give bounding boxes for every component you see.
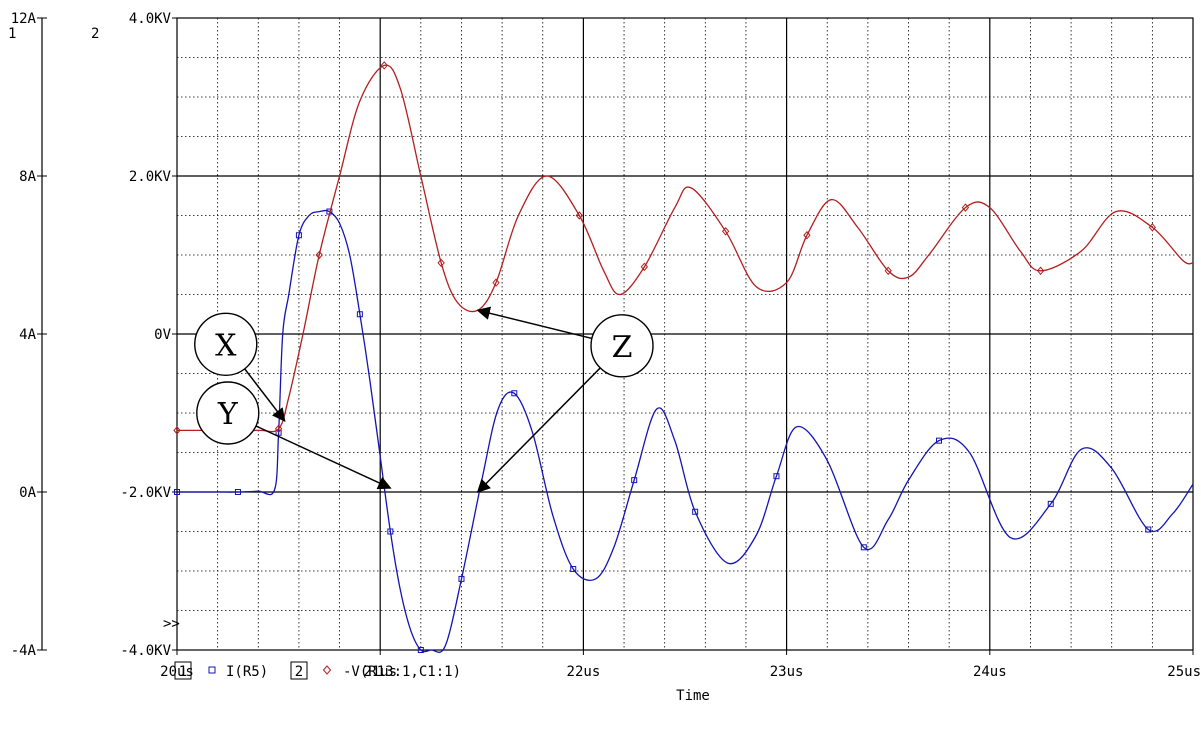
data-point bbox=[692, 508, 699, 515]
axis1-tick-label: 8A bbox=[19, 169, 36, 185]
data-point bbox=[173, 426, 181, 435]
axis2-number: 2 bbox=[91, 26, 99, 42]
data-point bbox=[492, 278, 500, 287]
scroll-marker[interactable]: >> bbox=[163, 616, 180, 632]
data-point bbox=[640, 262, 649, 272]
data-point bbox=[570, 566, 577, 573]
data-point bbox=[1047, 500, 1054, 507]
data-point bbox=[511, 390, 518, 397]
data-point bbox=[274, 424, 283, 434]
axis2-tick-label: -4.0KV bbox=[120, 643, 171, 659]
axis2-tick-label: 0V bbox=[154, 327, 171, 343]
data-point bbox=[1036, 266, 1045, 276]
data-point bbox=[458, 575, 465, 582]
annotation-circle bbox=[194, 312, 258, 376]
major-grid bbox=[177, 18, 1193, 650]
annotation-circle bbox=[590, 314, 654, 378]
legend: 1 I(R5) 2 -V(R13:1,C1:1) bbox=[174, 661, 461, 680]
data-point bbox=[884, 266, 892, 276]
data-point bbox=[1148, 223, 1157, 232]
data-point bbox=[721, 227, 730, 236]
x-tick-label: 24us bbox=[973, 664, 1007, 680]
data-point bbox=[1145, 526, 1152, 533]
axis2-tick-label: 2.0KV bbox=[129, 169, 172, 185]
annotation-label: Z bbox=[612, 330, 633, 365]
data-point bbox=[773, 473, 780, 480]
annotation-label: Y bbox=[217, 397, 239, 432]
annotation-label: X bbox=[215, 328, 237, 363]
data-point bbox=[315, 250, 323, 260]
data-point bbox=[234, 489, 241, 495]
axis1-number: 1 bbox=[8, 26, 16, 42]
axis1-ticks: -4A 0A 4A 8A 12A bbox=[11, 11, 47, 659]
data-point bbox=[275, 429, 282, 436]
axis1-tick-label: 0A bbox=[19, 485, 36, 501]
annotation-arrow bbox=[476, 306, 593, 340]
series-line-1 bbox=[176, 209, 1194, 653]
data-point bbox=[936, 437, 942, 444]
legend-label: -V(R13:1,C1:1) bbox=[343, 664, 461, 680]
legend-index: 1 bbox=[179, 664, 187, 680]
annotation-arrow bbox=[244, 368, 286, 422]
axis1-tick-label: 4A bbox=[19, 327, 36, 343]
data-point bbox=[961, 203, 970, 212]
x-tick-label: 21us bbox=[363, 664, 397, 680]
legend-label: I(R5) bbox=[226, 664, 268, 680]
annotation-arrow bbox=[476, 367, 601, 493]
axis2-tick-label: 4.0KV bbox=[129, 11, 172, 27]
axis1-tick-label: 12A bbox=[11, 11, 37, 27]
data-point bbox=[860, 544, 867, 551]
legend-index-box bbox=[290, 661, 308, 680]
data-point bbox=[437, 258, 445, 268]
x-axis-ticks: 20us 21us 22us 23us 24us 25us bbox=[160, 650, 1201, 680]
square-marker-icon bbox=[208, 666, 216, 674]
annotation-circle bbox=[196, 381, 260, 445]
legend-entry-2[interactable]: 2 -V(R13:1,C1:1) bbox=[290, 661, 461, 680]
axis2-ticks: -4.0KV -2.0KV 0V 2.0KV 4.0KV bbox=[120, 11, 177, 659]
x-tick-label: 22us bbox=[567, 664, 601, 680]
legend-entry-1[interactable]: 1 I(R5) bbox=[174, 661, 268, 680]
axis2-tick-label: -2.0KV bbox=[120, 485, 171, 501]
data-point bbox=[575, 211, 583, 220]
diamond-marker-icon bbox=[322, 665, 332, 675]
data-point bbox=[295, 232, 302, 239]
annotations: XY Z bbox=[194, 306, 654, 493]
x-axis-label: Time bbox=[676, 688, 710, 704]
data-point bbox=[417, 647, 424, 653]
data-point bbox=[356, 311, 363, 318]
x-tick-label: 23us bbox=[770, 664, 804, 680]
x-tick-label: 25us bbox=[1167, 664, 1201, 680]
data-point bbox=[803, 230, 811, 240]
series-group bbox=[173, 61, 1194, 653]
data-point bbox=[387, 528, 394, 535]
data-point bbox=[174, 489, 180, 495]
data-point bbox=[380, 61, 388, 70]
data-point bbox=[631, 477, 638, 484]
legend-index-box bbox=[174, 661, 192, 680]
axis1-tick-label: -4A bbox=[11, 643, 37, 659]
annotation-arrow bbox=[255, 425, 392, 490]
series-line-2 bbox=[177, 64, 1194, 433]
legend-index: 2 bbox=[295, 664, 303, 680]
x-tick-label: 20us bbox=[160, 664, 194, 680]
